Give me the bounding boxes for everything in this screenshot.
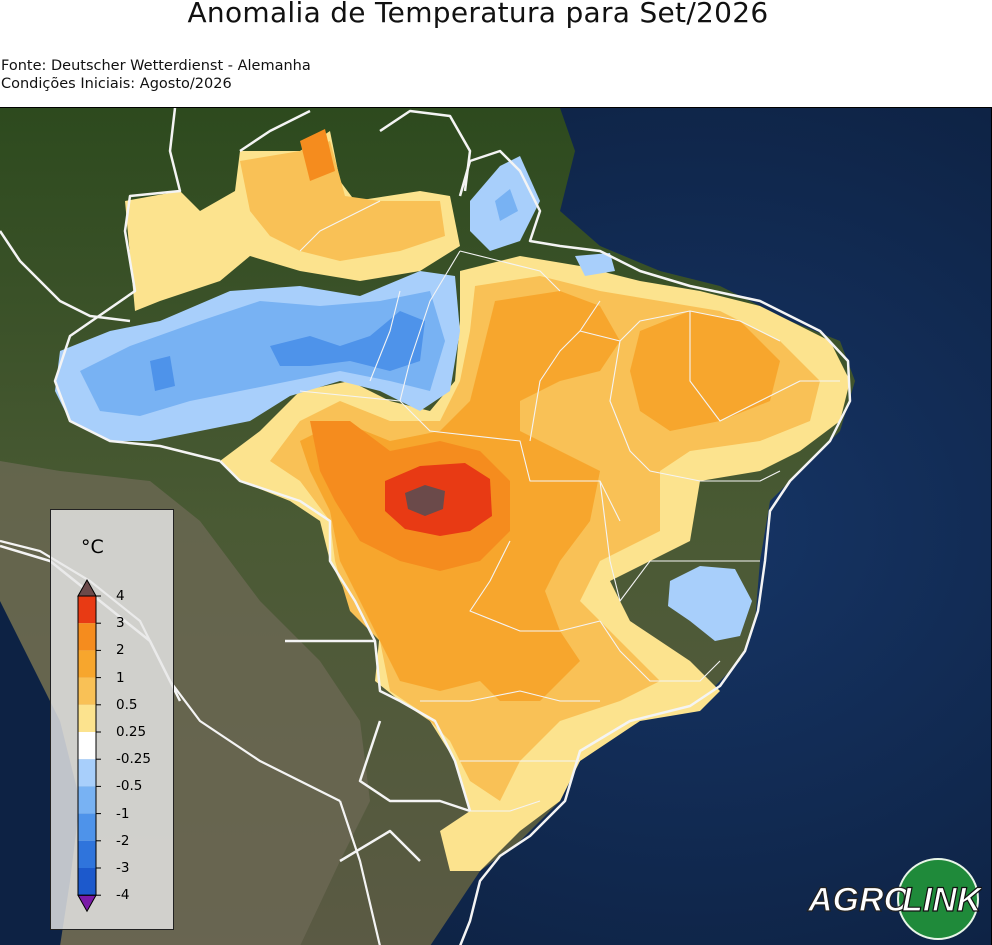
colorbar-segment: [78, 704, 96, 732]
map-title: Anomalia de Temperatura para Set/2026: [187, 0, 769, 29]
anomaly-neg-1-to-2: [150, 356, 175, 391]
colorbar-segment: [78, 786, 96, 814]
anomaly-above-4: [405, 485, 445, 516]
initial-conditions-line: Condições Iniciais: Agosto/2026: [1, 76, 232, 92]
colorbar: [77, 578, 101, 913]
colorbar-segment: [78, 759, 96, 787]
legend-unit: °C: [81, 536, 104, 558]
logo-right-text: LINK: [902, 881, 982, 919]
colorbar-tick-label: -3: [116, 860, 130, 876]
colorbar-segment: [78, 868, 96, 896]
agrolink-logo: AGRO LINK: [806, 858, 982, 940]
colorbar-tick-label: 0.25: [116, 724, 147, 740]
anomaly-1-to-2: [630, 311, 780, 431]
colorbar-segment: [78, 650, 96, 678]
anomaly-neg-1-to-2: [270, 311, 425, 371]
colorbar-tick-label: 0.5: [116, 696, 138, 713]
source-line: Fonte: Deutscher Wetterdienst - Alemanha: [1, 58, 311, 74]
colorbar-tick-label: 2: [116, 642, 125, 659]
colorbar-tick-label: -0.25: [116, 751, 151, 768]
colorbar-top-arrow: [77, 578, 97, 597]
colorbar-tick-label: -2: [116, 832, 130, 849]
colorbar-outline: [77, 595, 97, 896]
colorbar-legend: °C 4 3 2 1 0.5 0.25 -0.25 -0.5 -1 -2 -3 -4: [50, 509, 174, 930]
anomaly-0-5-to-1: [240, 141, 445, 261]
colorbar-tick-label: 3: [116, 615, 125, 632]
colorbar-tick-label: -0.5: [116, 778, 143, 795]
logo-left-text: AGRO: [807, 881, 910, 919]
colorbar-tick-label: -4: [116, 887, 130, 904]
colorbar-segment: [78, 732, 96, 760]
colorbar-segment: [78, 623, 96, 651]
colorbar-segment: [78, 596, 96, 624]
colorbar-segment: [78, 677, 96, 705]
anomaly-neg-0-25-to-0-5: [668, 566, 752, 641]
map-frame: °C 4 3 2 1 0.5 0.25 -0.25 -0.5 -1 -2 -3 -4 AGRO LIN…: [0, 107, 992, 945]
colorbar-bottom-arrow: [77, 894, 97, 913]
anomaly-neg-0-25-to-0-5: [575, 253, 615, 276]
logo-circle: [897, 858, 979, 940]
colorbar-segment: [78, 840, 96, 868]
colorbar-tick-label: 1: [116, 669, 125, 686]
anomaly-neg-0-5-to-1: [495, 189, 518, 221]
colorbar-tick-label: -1: [116, 805, 130, 822]
colorbar-tick-label: 4: [116, 588, 125, 604]
anomaly-2-to-3: [300, 129, 335, 181]
source-info: Fonte: Deutscher Wetterdienst - Alemanha…: [1, 57, 311, 93]
colorbar-segment: [78, 813, 96, 841]
